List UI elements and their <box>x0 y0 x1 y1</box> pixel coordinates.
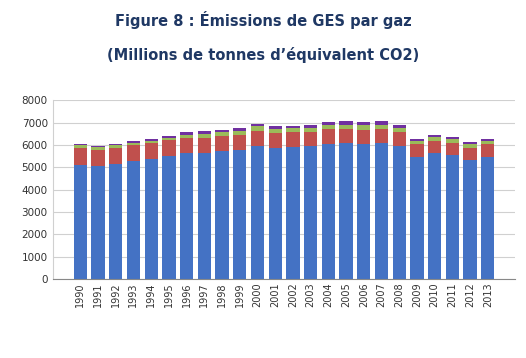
Bar <box>339 121 353 125</box>
Bar <box>215 130 229 132</box>
Bar <box>269 126 282 129</box>
Bar <box>463 160 477 279</box>
Bar <box>286 126 299 128</box>
Bar <box>322 125 335 129</box>
Bar <box>92 166 105 279</box>
Bar <box>198 134 211 137</box>
Bar <box>375 143 388 279</box>
Bar <box>251 126 264 131</box>
Bar <box>286 147 299 279</box>
Bar <box>446 142 459 155</box>
Bar <box>392 125 406 129</box>
Bar <box>392 146 406 279</box>
Bar <box>357 130 370 144</box>
Bar <box>92 147 105 150</box>
Bar <box>215 151 229 279</box>
Bar <box>428 141 441 154</box>
Bar <box>286 128 299 132</box>
Bar <box>446 137 459 139</box>
Bar <box>198 131 211 134</box>
Bar <box>251 146 264 279</box>
Bar <box>109 145 123 148</box>
Bar <box>180 154 193 279</box>
Bar <box>145 139 158 140</box>
Bar <box>481 141 494 144</box>
Bar <box>481 139 494 141</box>
Bar <box>74 144 87 145</box>
Bar <box>375 129 388 143</box>
Bar <box>357 144 370 279</box>
Bar <box>322 129 335 144</box>
Bar <box>410 141 423 144</box>
Bar <box>127 161 140 279</box>
Bar <box>269 129 282 133</box>
Bar <box>339 129 353 143</box>
Bar <box>286 132 299 147</box>
Bar <box>446 139 459 142</box>
Bar <box>198 137 211 153</box>
Bar <box>304 146 317 279</box>
Bar <box>233 150 246 279</box>
Bar <box>357 122 370 125</box>
Bar <box>127 145 140 161</box>
Bar <box>463 144 477 148</box>
Bar <box>410 139 423 141</box>
Bar <box>180 132 193 135</box>
Bar <box>92 146 105 147</box>
Bar <box>269 147 282 279</box>
Bar <box>428 135 441 137</box>
Bar <box>463 142 477 144</box>
Bar <box>481 144 494 157</box>
Bar <box>198 153 211 279</box>
Bar <box>109 144 123 145</box>
Bar <box>127 141 140 142</box>
Bar <box>74 165 87 279</box>
Bar <box>392 129 406 132</box>
Bar <box>410 144 423 157</box>
Bar <box>322 144 335 279</box>
Bar <box>180 138 193 154</box>
Bar <box>392 132 406 146</box>
Bar <box>233 131 246 135</box>
Bar <box>375 121 388 125</box>
Bar <box>304 125 317 128</box>
Bar <box>145 140 158 143</box>
Bar <box>92 150 105 166</box>
Bar <box>481 157 494 279</box>
Bar <box>215 132 229 136</box>
Bar <box>145 143 158 159</box>
Bar <box>339 125 353 129</box>
Bar <box>446 155 459 279</box>
Bar <box>109 164 123 279</box>
Bar <box>127 142 140 145</box>
Bar <box>339 143 353 279</box>
Bar <box>322 122 335 125</box>
Bar <box>215 136 229 151</box>
Bar <box>162 136 176 137</box>
Bar <box>251 124 264 126</box>
Bar <box>162 140 176 155</box>
Bar <box>74 148 87 165</box>
Bar <box>375 125 388 129</box>
Bar <box>109 148 123 164</box>
Bar <box>428 137 441 141</box>
Bar <box>357 125 370 130</box>
Bar <box>180 135 193 138</box>
Bar <box>304 128 317 132</box>
Bar <box>463 148 477 160</box>
Text: (Millions de tonnes d’équivalent CO2): (Millions de tonnes d’équivalent CO2) <box>107 47 419 63</box>
Bar <box>269 133 282 147</box>
Bar <box>145 159 158 279</box>
Bar <box>162 137 176 140</box>
Bar <box>233 129 246 131</box>
Bar <box>251 131 264 146</box>
Bar <box>410 157 423 279</box>
Text: Figure 8 : Émissions de GES par gaz: Figure 8 : Émissions de GES par gaz <box>115 11 411 29</box>
Bar <box>428 154 441 279</box>
Bar <box>162 155 176 279</box>
Bar <box>74 145 87 148</box>
Bar <box>233 135 246 150</box>
Bar <box>304 132 317 146</box>
